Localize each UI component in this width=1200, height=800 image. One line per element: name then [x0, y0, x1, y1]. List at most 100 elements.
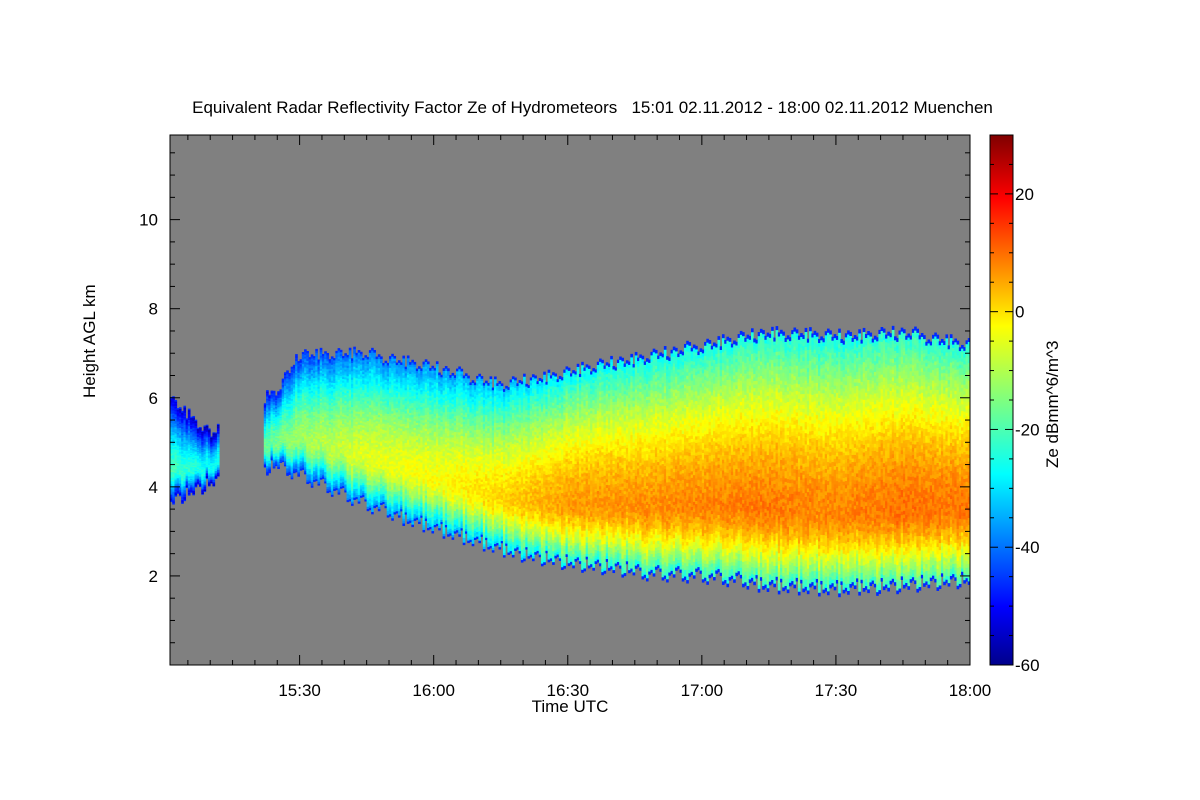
echo-cell	[369, 366, 372, 369]
echo-cell	[369, 355, 372, 358]
echo-cell	[369, 505, 372, 508]
echo-cell	[369, 403, 372, 406]
echo-cell	[373, 460, 376, 463]
echo-cell	[297, 361, 300, 363]
echo-cell	[369, 507, 372, 510]
echo-cell	[369, 482, 372, 485]
echo-cell	[195, 420, 198, 421]
echo-cell	[188, 409, 191, 411]
echo-cell	[369, 471, 372, 474]
echo-cell	[369, 494, 372, 497]
echo-cell	[369, 439, 372, 442]
echo-cell	[369, 485, 372, 488]
echo-cell	[295, 354, 298, 356]
echo-cell	[217, 424, 220, 425]
echo-cell	[369, 405, 372, 408]
echo-cell	[201, 431, 204, 432]
echo-cell	[369, 441, 372, 444]
echo-cell	[215, 433, 218, 434]
echo-cell	[183, 406, 186, 408]
echo-cell	[369, 364, 372, 367]
echo-cell	[369, 350, 372, 353]
echo-cell	[208, 428, 211, 429]
echo-cell	[369, 378, 372, 381]
echo-cell	[355, 353, 358, 355]
echo-cell	[369, 455, 372, 458]
echo-cell	[369, 423, 372, 426]
echo-cell	[369, 384, 372, 387]
echo-cell	[349, 348, 352, 351]
echo-cell	[369, 362, 372, 365]
echo-cell	[373, 494, 376, 497]
echo-cell	[369, 357, 372, 360]
echo-cell	[369, 446, 372, 449]
echo-cell	[369, 368, 372, 371]
echo-cell	[190, 417, 193, 418]
echo-cell	[369, 457, 372, 460]
echo-cell	[291, 367, 294, 369]
echo-cell	[369, 373, 372, 376]
echo-cell	[369, 375, 372, 378]
echo-cell	[369, 478, 372, 481]
echo-cell	[369, 489, 372, 492]
echo-cell	[369, 498, 372, 501]
echo-cell	[369, 352, 372, 355]
echo-cell	[369, 503, 372, 506]
echo-cell	[335, 351, 338, 353]
echo-cell	[206, 425, 209, 426]
echo-cell	[369, 409, 372, 412]
echo-cell	[360, 352, 363, 354]
echo-cell	[369, 444, 372, 447]
echo-cell	[369, 382, 372, 385]
echo-cell	[369, 462, 372, 465]
echo-cell	[268, 395, 271, 397]
echo-cell	[373, 474, 376, 477]
echo-cell	[320, 348, 323, 350]
echo-cell	[369, 421, 372, 424]
echo-cell	[369, 400, 372, 403]
echo-cell	[266, 390, 269, 392]
echo-cell	[344, 353, 347, 355]
echo-cell	[369, 380, 372, 383]
echo-cell	[369, 359, 372, 362]
echo-cell	[373, 449, 376, 452]
echo-cell	[369, 412, 372, 415]
echo-cell	[369, 396, 372, 399]
echo-cell	[369, 391, 372, 394]
echo-cell	[369, 466, 372, 469]
echo-cell	[369, 419, 372, 422]
echo-cell	[369, 387, 372, 390]
echo-cell	[373, 501, 376, 504]
echo-cell	[369, 389, 372, 392]
echo-cell	[369, 414, 372, 417]
echo-cell	[177, 408, 180, 410]
echo-cell	[264, 403, 267, 404]
echo-cell	[373, 481, 376, 484]
echo-cell	[199, 427, 202, 428]
echo-cell	[369, 428, 372, 431]
echo-cell	[369, 450, 372, 453]
echo-cell	[369, 371, 372, 374]
echo-cell	[369, 416, 372, 419]
echo-cell	[306, 351, 309, 353]
echo-cell	[373, 454, 376, 457]
echo-cell	[311, 354, 314, 356]
echo-cell	[369, 464, 372, 467]
echo-cell	[210, 437, 213, 438]
echo-cell	[277, 391, 280, 393]
echo-cell	[331, 356, 334, 358]
echo-cell	[282, 379, 285, 381]
echo-cell	[179, 407, 182, 409]
echo-cell	[326, 353, 329, 355]
echo-cell	[286, 370, 289, 372]
echo-cell	[315, 349, 318, 351]
echo-cell	[369, 425, 372, 428]
echo-cell	[373, 467, 376, 470]
echo-cell	[181, 411, 184, 413]
echo-cell	[186, 418, 189, 419]
echo-cell	[369, 496, 372, 499]
echo-cell	[369, 448, 372, 451]
echo-cell	[369, 492, 372, 495]
echo-cell	[369, 473, 372, 476]
echo-cell	[273, 391, 276, 393]
